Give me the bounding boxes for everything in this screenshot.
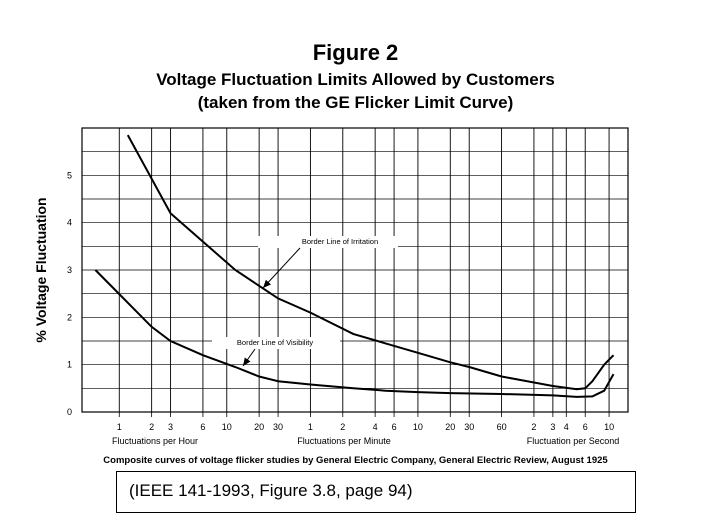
- figure-title: Voltage Fluctuation Limits Allowed by Cu…: [156, 70, 555, 89]
- x-tick-label: 10: [222, 422, 232, 432]
- x-tick-label: 2: [531, 422, 536, 432]
- x-group-label: Fluctuations per Minute: [297, 436, 391, 446]
- series-line: [94, 269, 615, 398]
- x-tick-label: 4: [564, 422, 569, 432]
- x-tick-label: 1: [308, 422, 313, 432]
- x-group-label: Fluctuation per Second: [527, 436, 620, 446]
- chart-grid: [82, 128, 628, 412]
- series-line: [126, 134, 615, 391]
- y-axis-label: % Voltage Fluctuation: [33, 197, 49, 342]
- x-tick-label: 60: [497, 422, 507, 432]
- x-tick-label: 1: [117, 422, 122, 432]
- x-tick-label: 6: [392, 422, 397, 432]
- figure-label: Figure 2: [312, 40, 399, 65]
- x-tick-label: 3: [550, 422, 555, 432]
- plot-border: [81, 127, 629, 413]
- x-tick-label: 4: [373, 422, 378, 432]
- y-tick-label: 1: [67, 360, 72, 370]
- annotation-bg: [212, 337, 340, 349]
- reference-text: (IEEE 141-1993, Figure 3.8, page 94): [129, 481, 413, 500]
- x-tick-label: 3: [168, 422, 173, 432]
- annotation-label: Border Line of Irritation: [302, 237, 378, 246]
- reference-box: (IEEE 141-1993, Figure 3.8, page 94): [116, 471, 636, 513]
- y-tick-label: 0: [67, 407, 72, 417]
- y-tick-label: 4: [67, 218, 72, 228]
- chart-axes: [81, 127, 629, 417]
- x-tick-label: 6: [583, 422, 588, 432]
- x-tick-label: 2: [149, 422, 154, 432]
- x-tick-label: 20: [445, 422, 455, 432]
- annotation-arrowhead: [263, 279, 272, 288]
- x-tick-label: 20: [254, 422, 264, 432]
- x-tick-label: 2: [340, 422, 345, 432]
- annotation-arrow: [262, 247, 301, 289]
- annotation-bg: [258, 236, 398, 248]
- x-tick-label: 10: [604, 422, 614, 432]
- y-tick-label: 3: [67, 265, 72, 275]
- x-tick-label: 30: [273, 422, 283, 432]
- x-tick-label: 10: [413, 422, 423, 432]
- annotation-label: Border Line of Visibility: [237, 338, 313, 347]
- x-tick-label: 30: [464, 422, 474, 432]
- y-tick-label: 5: [67, 170, 72, 180]
- chart-series: [94, 134, 615, 398]
- figure-subtitle: (taken from the GE Flicker Limit Curve): [197, 93, 514, 112]
- y-tick-label: 2: [67, 312, 72, 322]
- annotation-arrowhead: [243, 357, 251, 366]
- x-group-label: Fluctuations per Hour: [112, 436, 198, 446]
- figure-caption: Composite curves of voltage flicker stud…: [103, 455, 608, 466]
- x-tick-label: 6: [200, 422, 205, 432]
